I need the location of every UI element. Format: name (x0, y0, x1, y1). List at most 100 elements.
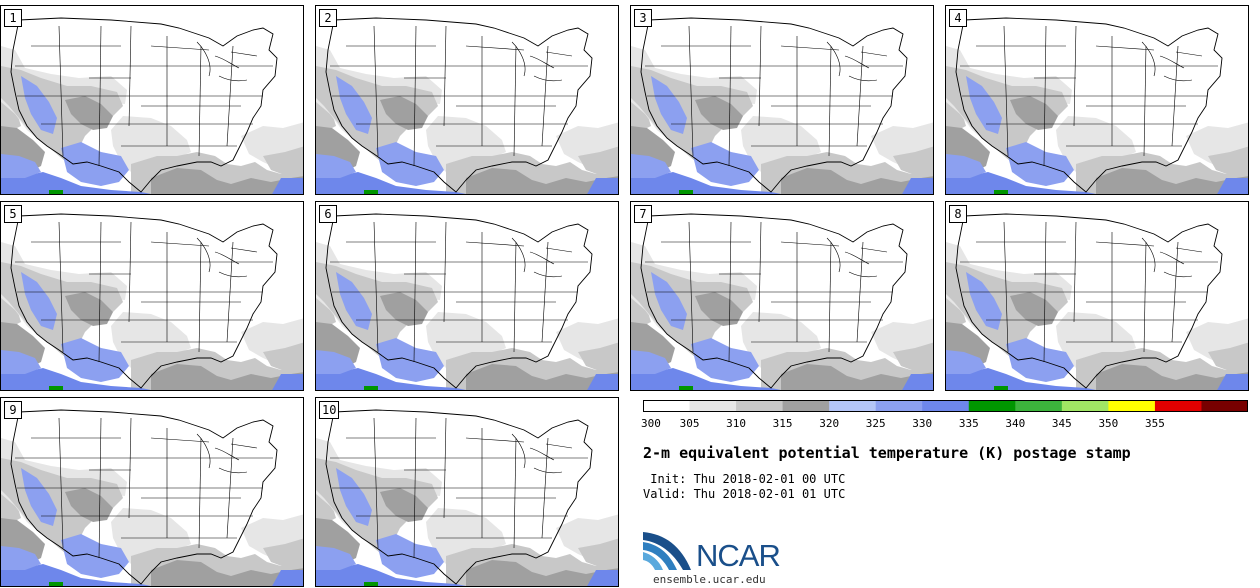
state-boundary (58, 417, 64, 549)
contus-map (631, 6, 933, 194)
state-boundary (218, 467, 248, 474)
state-boundary (545, 443, 573, 449)
state-boundary (128, 25, 132, 127)
state-boundary (443, 221, 447, 323)
state-boundary (1141, 237, 1156, 273)
colorbar-tick-label: 300 (641, 417, 661, 430)
coastline (955, 213, 1223, 389)
shaded-region (994, 190, 1008, 194)
coastline (325, 213, 593, 389)
state-boundary (826, 237, 841, 273)
shaded-region (21, 76, 57, 134)
coastline (640, 17, 908, 193)
shaded-region (49, 582, 63, 586)
coastline (10, 17, 278, 193)
shaded-region (893, 146, 933, 176)
shaded-region (1, 564, 151, 586)
state-boundary (373, 221, 379, 353)
shaded-region (316, 368, 466, 390)
coastline (640, 213, 908, 389)
shaded-region (1096, 364, 1248, 390)
state-boundary (688, 25, 694, 157)
shaded-region (578, 146, 618, 176)
shaded-region (946, 172, 1096, 194)
shaded-region (679, 386, 693, 390)
ensemble-member-panel: 3 (630, 5, 934, 195)
state-boundary (465, 437, 525, 443)
member-number-label: 9 (4, 401, 22, 419)
logo-url: ensemble.ucar.edu (653, 573, 766, 586)
shaded-region (336, 76, 372, 134)
state-boundary (1095, 45, 1155, 51)
state-boundary (529, 447, 555, 461)
member-number-label: 6 (319, 205, 337, 223)
shaded-region (651, 76, 687, 134)
state-boundary (465, 241, 525, 247)
colorbar-segment (736, 400, 784, 412)
shaded-region (263, 146, 303, 176)
ncar-logo-icon (643, 532, 691, 570)
state-boundary (511, 41, 526, 77)
shaded-region (380, 96, 428, 130)
contus-map (1, 398, 303, 586)
state-boundary (758, 25, 762, 127)
state-boundary (230, 247, 258, 253)
state-boundary (513, 45, 517, 157)
state-boundary (848, 271, 878, 278)
colorbar-tick-label: 315 (772, 417, 793, 430)
state-boundary (1073, 221, 1077, 323)
shaded-region (21, 272, 57, 330)
state-boundary (844, 55, 870, 69)
shaded-region (272, 374, 303, 390)
shaded-region (380, 488, 428, 522)
state-boundary (465, 45, 525, 51)
state-boundary (150, 437, 210, 443)
shaded-region (49, 190, 63, 194)
shaded-region (631, 368, 781, 390)
state-boundary (780, 241, 840, 247)
shaded-region (466, 364, 618, 390)
shaded-region (364, 582, 378, 586)
shaded-region (1, 172, 151, 194)
shaded-region (316, 546, 356, 570)
shaded-region (49, 386, 63, 390)
shaded-region (272, 570, 303, 586)
shaded-region (966, 76, 1002, 134)
state-boundary (529, 251, 555, 265)
shaded-region (578, 342, 618, 372)
init-time: Init: Thu 2018-02-01 00 UTC (643, 472, 846, 486)
shaded-region (902, 178, 933, 194)
state-boundary (196, 433, 211, 469)
state-boundary (1143, 241, 1147, 353)
colorbar-tick-label: 320 (819, 417, 840, 430)
colorbar-tick-label: 330 (912, 417, 933, 430)
shaded-region (316, 154, 356, 178)
colorbar-tick-label: 310 (726, 417, 746, 430)
ensemble-member-panel: 2 (315, 5, 619, 195)
shaded-region (587, 178, 618, 194)
contus-map (316, 6, 618, 194)
contus-map (316, 202, 618, 390)
state-boundary (196, 41, 211, 77)
shaded-region (1010, 96, 1058, 130)
shaded-region (1208, 342, 1248, 372)
state-boundary (533, 75, 563, 82)
state-boundary (1073, 25, 1077, 127)
ensemble-member-panel: 1 (0, 5, 304, 195)
shaded-region (587, 570, 618, 586)
shaded-region (679, 190, 693, 194)
shaded-region (994, 386, 1008, 390)
shaded-region (316, 350, 356, 374)
state-boundary (230, 51, 258, 57)
state-boundary (198, 45, 202, 157)
contus-map (946, 202, 1248, 390)
state-boundary (828, 45, 832, 157)
member-number-label: 8 (949, 205, 967, 223)
shaded-region (336, 272, 372, 330)
shaded-region (1217, 374, 1248, 390)
state-boundary (1003, 25, 1009, 157)
state-boundary (230, 443, 258, 449)
state-boundary (513, 241, 517, 353)
colorbar-segment (1154, 400, 1202, 412)
logo-wordmark: NCAR (696, 538, 781, 573)
